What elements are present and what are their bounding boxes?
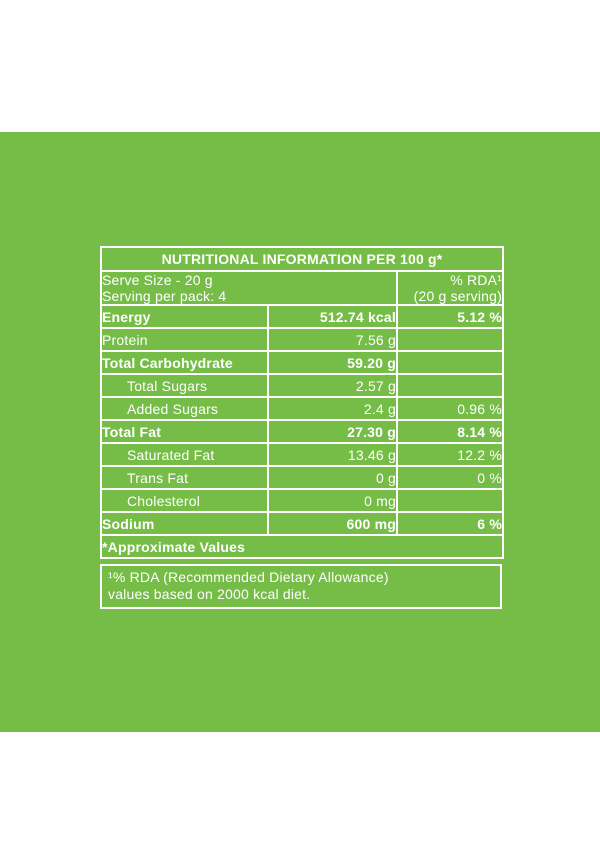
nutrient-value: 600 mg — [267, 511, 398, 536]
nutrient-rda: 5.12 % — [395, 304, 505, 329]
nutrient-row-energy: Energy 512.74 kcal 5.12 % — [100, 304, 505, 329]
nutrient-label: Trans Fat — [100, 465, 269, 490]
nutrient-value: 0 mg — [267, 488, 398, 513]
nutrient-row-total-fat: Total Fat 27.30 g 8.14 % — [100, 419, 505, 444]
nutrient-label: Energy — [100, 304, 269, 329]
nutrition-table: NUTRITIONAL INFORMATION PER 100 g* Serve… — [99, 246, 505, 559]
nutrient-row-trans-fat: Trans Fat 0 g 0 % — [100, 465, 505, 490]
nutrient-row-cholesterol: Cholesterol 0 mg — [100, 488, 505, 513]
table-title-row: NUTRITIONAL INFORMATION PER 100 g* — [99, 246, 505, 272]
nutrient-value: 2.4 g — [267, 396, 398, 421]
serve-info-cell: Serve Size - 20 g Serving per pack: 4 — [100, 270, 398, 306]
nutrient-row-saturated-fat: Saturated Fat 13.46 g 12.2 % — [100, 442, 505, 467]
rda-header-subtitle: (20 g serving) — [413, 288, 503, 304]
footnote-line-2: values based on 2000 kcal diet. — [108, 585, 311, 602]
nutrient-rda: 6 % — [395, 511, 505, 536]
nutrient-label: Sodium — [100, 511, 269, 536]
serving-per-pack-text: Serving per pack: 4 — [102, 288, 227, 304]
nutrient-value: 2.57 g — [267, 373, 398, 398]
nutrient-row-sodium: Sodium 600 mg 6 % — [100, 511, 505, 536]
label-background-panel: NUTRITIONAL INFORMATION PER 100 g* Serve… — [0, 132, 600, 732]
nutrient-row-total-carbohydrate: Total Carbohydrate 59.20 g — [100, 350, 505, 375]
nutrient-value: 59.20 g — [267, 350, 398, 375]
nutrient-rda — [395, 327, 505, 352]
rda-header-cell: % RDA¹ (20 g serving) — [395, 270, 505, 306]
approximate-values-row: *Approximate Values — [99, 534, 505, 559]
nutrient-rda — [395, 488, 505, 513]
nutrient-rda: 12.2 % — [395, 442, 505, 467]
nutrient-rda — [395, 373, 505, 398]
nutrient-rda: 0.96 % — [395, 396, 505, 421]
nutrient-rda: 0 % — [395, 465, 505, 490]
nutrient-value: 7.56 g — [267, 327, 398, 352]
nutrient-value: 27.30 g — [267, 419, 398, 444]
nutrient-value: 13.46 g — [267, 442, 398, 467]
nutrient-rda: 8.14 % — [395, 419, 505, 444]
nutrient-label: Saturated Fat — [100, 442, 269, 467]
nutrient-label: Total Fat — [100, 419, 269, 444]
rda-footnote-box: ¹% RDA (Recommended Dietary Allowance) v… — [100, 564, 502, 609]
rda-header-title: % RDA¹ — [450, 272, 503, 288]
nutrient-label: Added Sugars — [100, 396, 269, 421]
nutrient-label: Total Carbohydrate — [100, 350, 269, 375]
nutrient-row-protein: Protein 7.56 g — [100, 327, 505, 352]
nutrient-label: Cholesterol — [100, 488, 269, 513]
nutrient-label: Total Sugars — [100, 373, 269, 398]
nutrient-value: 512.74 kcal — [267, 304, 398, 329]
nutrition-panel: NUTRITIONAL INFORMATION PER 100 g* Serve… — [99, 246, 505, 609]
table-title: NUTRITIONAL INFORMATION PER 100 g* — [99, 246, 505, 272]
approximate-values-note: *Approximate Values — [99, 534, 505, 559]
nutrient-row-total-sugars: Total Sugars 2.57 g — [100, 373, 505, 398]
serve-info-row: Serve Size - 20 g Serving per pack: 4 % … — [100, 270, 505, 306]
nutrient-rda — [395, 350, 505, 375]
footnote-line-1: ¹% RDA (Recommended Dietary Allowance) — [108, 569, 389, 585]
nutrient-value: 0 g — [267, 465, 398, 490]
serve-size-text: Serve Size - 20 g — [102, 272, 213, 288]
nutrient-row-added-sugars: Added Sugars 2.4 g 0.96 % — [100, 396, 505, 421]
nutrient-label: Protein — [100, 327, 269, 352]
